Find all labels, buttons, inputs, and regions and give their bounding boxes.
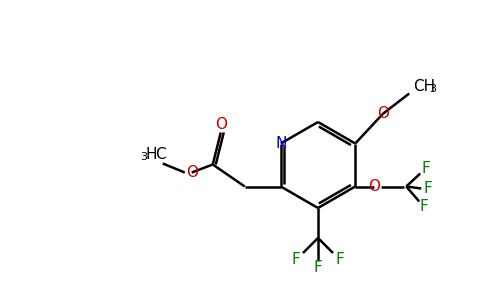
Text: CH: CH [413, 79, 436, 94]
Text: F: F [422, 161, 431, 176]
Text: O: O [368, 179, 380, 194]
Text: 3: 3 [429, 85, 436, 94]
Text: O: O [215, 117, 227, 132]
Text: F: F [314, 260, 322, 275]
Text: C: C [155, 147, 166, 162]
Text: O: O [186, 165, 198, 180]
Text: F: F [420, 199, 429, 214]
Text: F: F [424, 181, 433, 196]
Text: 3: 3 [140, 152, 147, 163]
Text: F: F [335, 253, 345, 268]
Text: N: N [275, 136, 287, 151]
Text: H: H [145, 147, 156, 162]
Text: F: F [292, 253, 301, 268]
Text: O: O [377, 106, 389, 121]
